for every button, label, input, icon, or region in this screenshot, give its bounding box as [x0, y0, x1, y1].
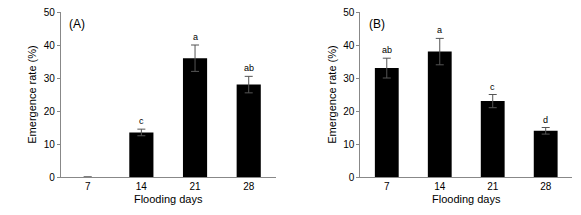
svg-text:Emergence rate (%): Emergence rate (%)	[326, 45, 338, 143]
svg-text:14: 14	[136, 181, 148, 192]
svg-text:40: 40	[343, 40, 355, 51]
svg-text:21: 21	[189, 181, 201, 192]
svg-text:14: 14	[434, 181, 446, 192]
svg-text:50: 50	[44, 7, 56, 18]
svg-text:0: 0	[349, 172, 355, 183]
svg-text:28: 28	[243, 181, 255, 192]
svg-text:7: 7	[85, 181, 91, 192]
svg-text:20: 20	[44, 106, 56, 117]
svg-text:30: 30	[44, 73, 56, 84]
svg-text:Emergence rate (%): Emergence rate (%)	[26, 45, 38, 143]
svg-text:c: c	[490, 82, 495, 92]
svg-text:ab: ab	[382, 45, 392, 55]
svg-text:ab: ab	[244, 63, 254, 73]
svg-text:a: a	[193, 32, 198, 42]
svg-text:Flooding days: Flooding days	[432, 193, 501, 205]
svg-text:7: 7	[384, 181, 390, 192]
svg-text:Flooding days: Flooding days	[134, 193, 203, 205]
svg-text:30: 30	[343, 73, 355, 84]
svg-text:(A): (A)	[69, 17, 85, 31]
svg-text:0: 0	[49, 172, 55, 183]
svg-text:28: 28	[540, 181, 552, 192]
svg-text:c: c	[139, 116, 144, 126]
svg-text:d: d	[543, 115, 548, 125]
svg-text:10: 10	[343, 139, 355, 150]
svg-text:50: 50	[343, 7, 355, 18]
svg-text:a: a	[437, 25, 442, 35]
svg-text:20: 20	[343, 106, 355, 117]
svg-text:10: 10	[44, 139, 56, 150]
svg-text:40: 40	[44, 40, 56, 51]
svg-text:(B): (B)	[369, 17, 385, 31]
svg-text:21: 21	[487, 181, 499, 192]
